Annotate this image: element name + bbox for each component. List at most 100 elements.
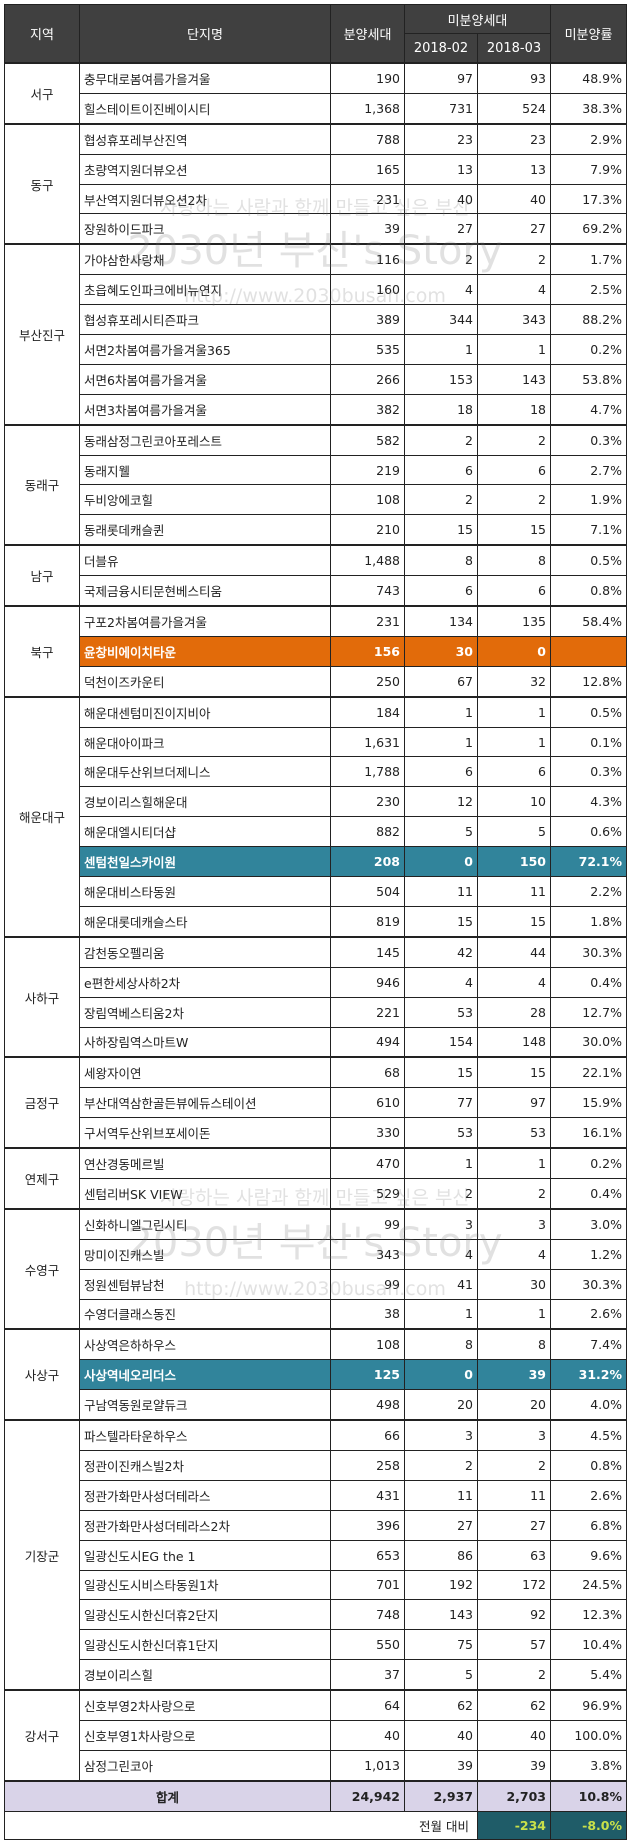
- total-units: 610: [330, 1087, 405, 1119]
- total-month2: 2,703: [477, 1779, 551, 1812]
- unsold-rate: 9.6%: [550, 1539, 627, 1571]
- unsold-month2: 57: [477, 1629, 551, 1661]
- unsold-month1: 30: [404, 635, 478, 667]
- unsold-rate: 1.9%: [550, 484, 627, 516]
- unsold-month2: 343: [477, 304, 551, 336]
- unsold-rate: 0.4%: [550, 1177, 627, 1210]
- unsold-rate: 30.3%: [550, 1268, 627, 1300]
- table-row: 해운대아이파크 1,631 1 1 0.1%: [5, 726, 627, 758]
- unsold-month2: 2: [477, 243, 551, 276]
- unsold-rate: 1.2%: [550, 1238, 627, 1270]
- complex-name: 국제금융시티문현베스티움: [79, 575, 331, 607]
- unsold-month1: 53: [404, 996, 478, 1028]
- header-month2: 2018-03: [477, 33, 551, 64]
- unsold-month1: 2: [404, 423, 478, 456]
- complex-name: 부산대역삼한골든뷰에듀스테이션: [79, 1087, 331, 1119]
- unsold-month1: 2: [404, 484, 478, 516]
- table-row: 신호부영1차사랑으로 40 40 40 100.0%: [5, 1719, 627, 1751]
- unsold-month1: 8: [404, 1328, 478, 1361]
- table-row: 서면3차봄여름가을겨울 382 18 18 4.7%: [5, 393, 627, 426]
- unsold-rate: 3.0%: [550, 1207, 627, 1240]
- unsold-month1: 2: [404, 1177, 478, 1210]
- complex-name: e편한세상사하2차: [79, 966, 331, 998]
- unsold-month1: 97: [404, 61, 478, 94]
- unsold-month1: 2: [404, 243, 478, 276]
- unsold-rate: 0.1%: [550, 726, 627, 758]
- table-row: 협성휴포레시티즌파크 389 344 343 88.2%: [5, 304, 627, 336]
- total-units: 108: [330, 484, 405, 516]
- complex-name: 동래삼정그린코아포레스트: [79, 423, 331, 456]
- unsold-month1: 42: [404, 935, 478, 968]
- table-row: 경보이리스힐해운대 230 12 10 4.3%: [5, 786, 627, 818]
- unsold-month2: 11: [477, 1479, 551, 1511]
- table-row: 장림역베스티움2차 221 53 28 12.7%: [5, 996, 627, 1028]
- unsold-rate: 10.4%: [550, 1629, 627, 1661]
- unsold-rate: [550, 635, 627, 667]
- unsold-month1: 1: [404, 726, 478, 758]
- unsold-month1: 15: [404, 514, 478, 546]
- unsold-month2: 62: [477, 1689, 551, 1721]
- unsold-month2: 15: [477, 514, 551, 546]
- complex-name: 해운대비스타동원: [79, 876, 331, 907]
- table-row: 사하구 감천동오펠리움 145 42 44 30.3%: [4, 935, 627, 1058]
- unsold-rate: 0.6%: [550, 816, 627, 848]
- header-month1: 2018-02: [404, 33, 478, 64]
- table-row: 덕천이즈카운티 250 67 32 12.8%: [5, 665, 627, 698]
- unsold-month1: 8: [404, 544, 478, 577]
- total-units: 24,942: [330, 1779, 405, 1812]
- table-row: 부산역지원더뷰오션2차 231 40 40 17.3%: [5, 183, 627, 215]
- unsold-month1: 0: [404, 1359, 478, 1391]
- complex-name: 정관이진캐스빌2차: [79, 1449, 331, 1481]
- total-units: 231: [330, 605, 405, 637]
- total-units: 748: [330, 1599, 405, 1631]
- total-units: 116: [330, 243, 405, 276]
- table-row: 경보이리스힐 37 5 2 5.4%: [5, 1659, 627, 1691]
- unsold-month1: 344: [404, 304, 478, 336]
- unsold-month1: 27: [404, 1509, 478, 1541]
- unsold-month2: 2: [477, 484, 551, 516]
- complex-name: 해운대엘시티더샵: [79, 816, 331, 848]
- table-row: 수영더클래스동진 38 1 1 2.6%: [5, 1298, 627, 1330]
- unsold-month2: 1: [477, 1298, 551, 1330]
- unsold-month1: 1: [404, 1298, 478, 1330]
- complex-name: 협성휴포레부산진역: [79, 122, 331, 155]
- region-cell: 금정구: [4, 1056, 80, 1149]
- unsold-month1: 40: [404, 183, 478, 215]
- total-units: 184: [330, 695, 405, 728]
- total-units: 37: [330, 1659, 405, 1691]
- unsold-month2: 4: [477, 966, 551, 998]
- unsold-month2: 2: [477, 1177, 551, 1210]
- unsold-month1: 40: [404, 1719, 478, 1751]
- table-row: 사상구 사상역은하하우스 108 8 8 7.4%: [4, 1328, 627, 1421]
- unsold-month2: 172: [477, 1569, 551, 1601]
- complex-name: 동래롯데캐슬퀸: [79, 514, 331, 546]
- unsold-month2: 148: [477, 1026, 551, 1058]
- complex-name: 서면6차봄여름가을겨울: [79, 363, 331, 395]
- table-row: 해운대두산위브더제니스 1,788 6 6 0.3%: [5, 756, 627, 788]
- total-units: 431: [330, 1479, 405, 1511]
- unsold-month2: 15: [477, 905, 551, 938]
- total-units: 66: [330, 1419, 405, 1451]
- region-cell: 수영구: [4, 1207, 80, 1330]
- total-units: 550: [330, 1629, 405, 1661]
- total-row: 합계 24,942 2,937 2,703 10.8%: [4, 1779, 627, 1812]
- unsold-rate: 0.3%: [550, 423, 627, 456]
- unsold-month1: 6: [404, 575, 478, 607]
- total-units: 156: [330, 635, 405, 667]
- unsold-month2: 4: [477, 1238, 551, 1270]
- region-cell: 강서구: [4, 1689, 80, 1782]
- complex-name: 사하장림역스마트W: [79, 1026, 331, 1058]
- complex-name: 일광신도시한신더휴1단지: [79, 1629, 331, 1661]
- unsold-month1: 20: [404, 1389, 478, 1421]
- unsold-month2: 2: [477, 1659, 551, 1691]
- unsold-rate: 0.3%: [550, 756, 627, 788]
- unsold-rate: 38.3%: [550, 92, 627, 125]
- total-units: 258: [330, 1449, 405, 1481]
- complex-name: 충무대로봄여름가을겨울: [79, 61, 331, 94]
- complex-name: 일광신도시한신더휴2단지: [79, 1599, 331, 1631]
- total-units: 125: [330, 1359, 405, 1391]
- unsold-rate: 1.8%: [550, 905, 627, 938]
- unsold-rate: 0.8%: [550, 575, 627, 607]
- unsold-month1: 731: [404, 92, 478, 125]
- unsold-month1: 6: [404, 454, 478, 486]
